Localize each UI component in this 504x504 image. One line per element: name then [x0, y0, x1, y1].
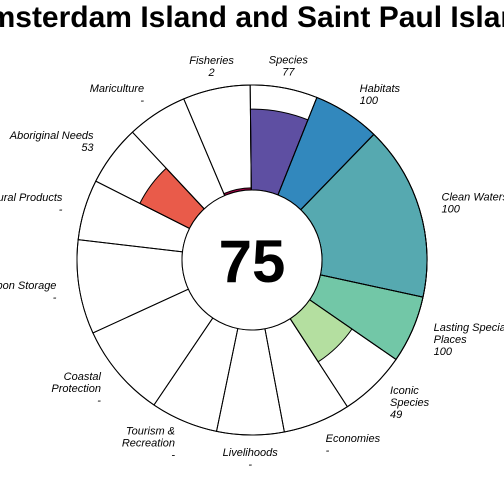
label-name-livelihoods: Livelihoods: [223, 447, 279, 459]
label-habitats: Habitats 100: [360, 83, 401, 107]
label-tourism-recreation: Tourism & Recreation -: [122, 425, 176, 461]
label-lasting-special-places: Lasting Special Places 100: [434, 322, 504, 358]
label-name-habitats: Habitats: [360, 83, 401, 95]
label-name-tourism-recreation: Tourism &: [126, 425, 175, 437]
label-name-carbon-storage: Carbon Storage: [0, 280, 56, 292]
petal-outline-tourism-recreation: [153, 317, 239, 432]
label-name-lasting-special-places: Places: [434, 334, 468, 346]
label-name-iconic-species: Species: [390, 397, 430, 409]
label-name-iconic-species: Iconic: [390, 385, 419, 397]
overall-score: 75: [219, 228, 286, 295]
label-livelihoods: Livelihoods -: [223, 447, 279, 471]
label-name-clean-waters: Clean Waters: [442, 192, 504, 204]
chart-title: Amsterdam Island and Saint Paul Island: [0, 1, 504, 34]
label-name-natural-products: Natural Products: [0, 192, 63, 204]
label-name-coastal-protection: Protection: [51, 383, 101, 395]
label-value-natural-products: -: [59, 204, 63, 216]
outer-ring: [76, 84, 428, 436]
petal-outline-coastal-protection: [92, 288, 214, 406]
label-clean-waters: Clean Waters 100: [442, 192, 504, 216]
label-name-aboriginal-needs: Aboriginal Needs: [9, 130, 94, 142]
label-aboriginal-needs: Aboriginal Needs 53: [9, 130, 95, 154]
petal-outline-fisheries: [183, 84, 252, 197]
label-fisheries: Fisheries 2: [189, 55, 234, 79]
label-value-coastal-protection: -: [97, 395, 101, 407]
label-coastal-protection: Coastal Protection -: [51, 371, 101, 407]
label-value-livelihoods: -: [248, 459, 252, 471]
label-value-lasting-special-places: 100: [434, 346, 453, 358]
label-name-mariculture: Mariculture: [90, 83, 144, 95]
label-value-carbon-storage: -: [53, 292, 57, 304]
label-value-fisheries: 2: [208, 67, 215, 79]
label-value-habitats: 100: [360, 95, 379, 107]
label-value-mariculture: -: [140, 95, 144, 107]
label-species: Species 77: [269, 54, 309, 78]
label-name-tourism-recreation: Recreation: [122, 437, 175, 449]
label-name-fisheries: Fisheries: [189, 55, 234, 67]
label-value-species: 77: [282, 66, 295, 78]
label-value-iconic-species: 49: [390, 409, 402, 421]
label-value-economies: -: [326, 445, 330, 457]
label-natural-products: Natural Products-: [0, 192, 63, 216]
petal-outline-carbon-storage: [76, 239, 190, 334]
label-name-coastal-protection: Coastal: [64, 371, 102, 383]
label-iconic-species: Iconic Species 49: [390, 385, 430, 421]
label-name-economies: Economies: [326, 433, 381, 445]
label-name-species: Species: [269, 54, 309, 66]
label-value-tourism-recreation: -: [171, 449, 175, 461]
label-economies: Economies -: [326, 433, 381, 457]
center-disc: [181, 189, 323, 331]
label-carbon-storage: Carbon Storage-: [0, 280, 57, 304]
label-mariculture: Mariculture -: [90, 83, 145, 107]
label-name-lasting-special-places: Lasting Special: [434, 322, 504, 334]
label-value-aboriginal-needs: 53: [81, 142, 94, 154]
label-value-clean-waters: 100: [442, 204, 461, 216]
